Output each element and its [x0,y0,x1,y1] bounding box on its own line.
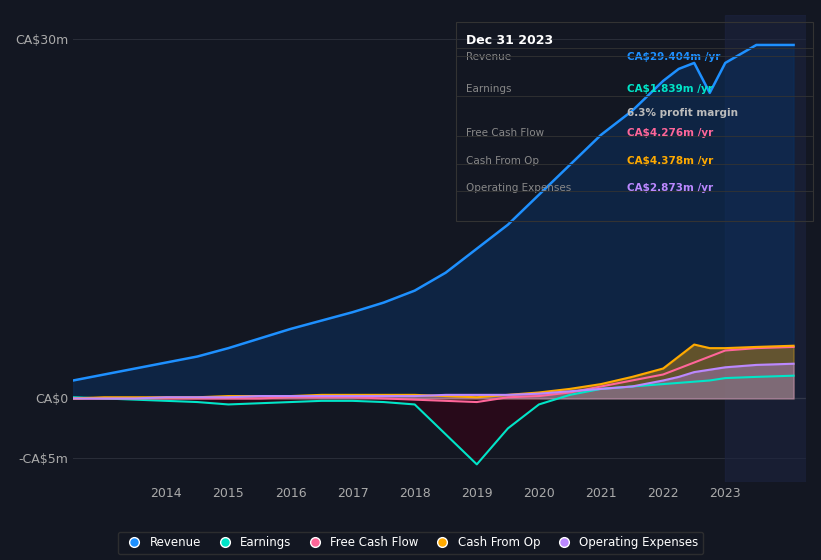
Bar [725,15,806,482]
Text: Cash From Op: Cash From Op [466,156,539,166]
Text: CA$4.378m /yr: CA$4.378m /yr [627,156,713,166]
Text: Dec 31 2023: Dec 31 2023 [466,34,553,48]
Text: CA$29.404m /yr: CA$29.404m /yr [627,52,721,62]
Text: Earnings: Earnings [466,84,511,94]
Legend: Revenue, Earnings, Free Cash Flow, Cash From Op, Operating Expenses: Revenue, Earnings, Free Cash Flow, Cash … [118,531,703,554]
Text: CA$2.873m /yr: CA$2.873m /yr [627,184,713,193]
Text: CA$4.276m /yr: CA$4.276m /yr [627,128,713,138]
Text: 6.3% profit margin: 6.3% profit margin [627,108,738,118]
Text: Revenue: Revenue [466,52,511,62]
Text: Free Cash Flow: Free Cash Flow [466,128,544,138]
Text: CA$1.839m /yr: CA$1.839m /yr [627,84,713,94]
Text: Operating Expenses: Operating Expenses [466,184,571,193]
